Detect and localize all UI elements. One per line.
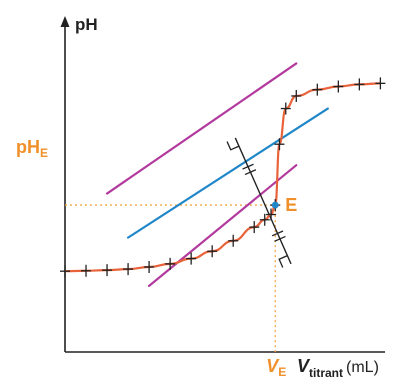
lower-tangent-line xyxy=(148,164,298,287)
upper-tangent-line xyxy=(105,62,298,195)
equal-length-tick xyxy=(271,230,284,237)
right-angle-mark xyxy=(226,141,240,151)
equal-length-tick xyxy=(274,235,286,242)
equivalence-volume-label: VE xyxy=(266,356,286,379)
perpendicular-marks xyxy=(226,141,288,268)
y-axis-label: pH xyxy=(75,15,98,34)
equivalence-ph-label: pHE xyxy=(16,137,48,160)
equal-length-tick xyxy=(242,163,254,170)
equivalence-point-label: E xyxy=(285,195,297,215)
y-axis-arrow xyxy=(60,16,70,27)
equal-length-tick xyxy=(244,169,257,176)
x-axis-label: Vtitrant (mL) xyxy=(297,356,379,379)
middle-parallel-line xyxy=(126,107,329,239)
right-angle-mark xyxy=(278,255,288,268)
data-point-markers xyxy=(60,77,386,278)
equivalence-point xyxy=(271,201,279,209)
perpendicular-segment xyxy=(234,137,292,265)
